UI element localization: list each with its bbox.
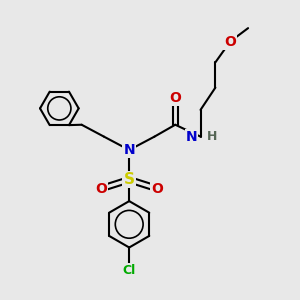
Text: O: O [95,182,107,196]
Text: N: N [185,130,197,144]
Text: N: N [123,143,135,157]
Text: O: O [152,182,164,196]
Text: S: S [124,172,135,187]
Text: O: O [169,91,181,105]
Text: O: O [224,34,236,49]
Text: H: H [207,130,217,143]
Text: Cl: Cl [123,264,136,277]
